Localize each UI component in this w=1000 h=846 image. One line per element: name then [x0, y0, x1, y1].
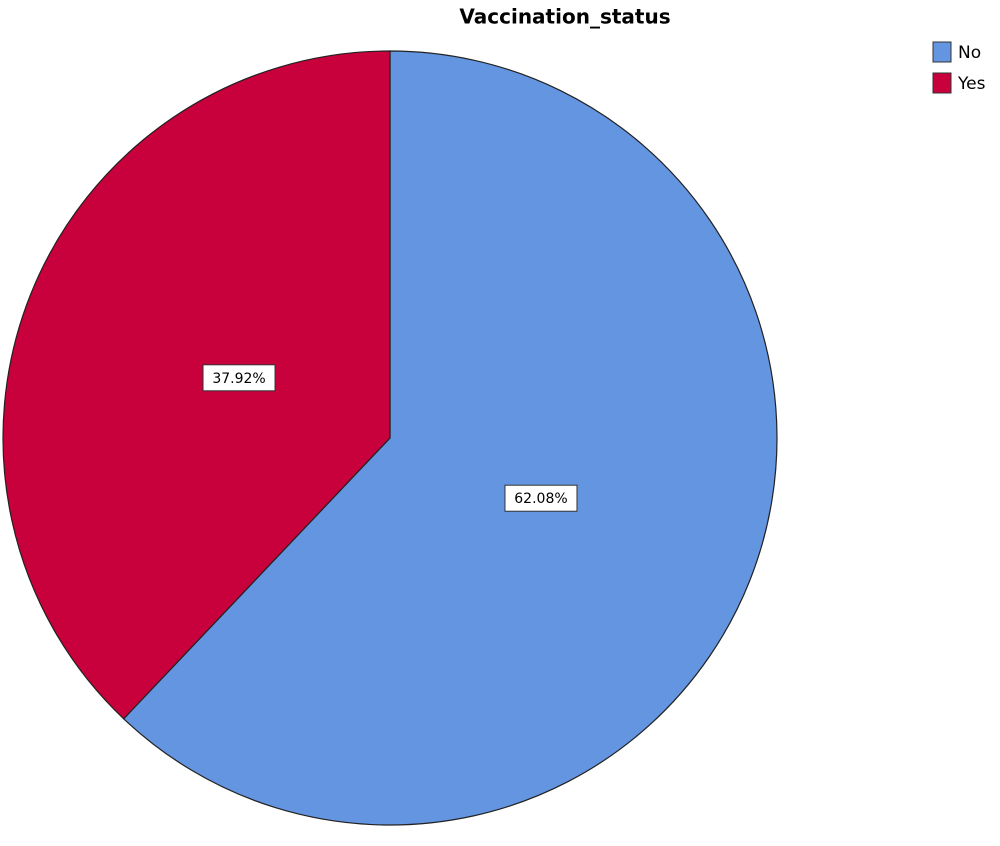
pie-slice	[2, 50, 391, 720]
value-label-box	[202, 364, 276, 392]
value-label-box	[504, 484, 578, 512]
chart-title: Vaccination_status	[459, 5, 670, 29]
value-label: 37.92%	[212, 371, 265, 387]
legend-label: Yes	[957, 74, 986, 94]
pie-slice	[122, 50, 778, 826]
legend-swatch	[932, 41, 952, 63]
legend-label: No	[958, 43, 981, 63]
value-label: 62.08%	[514, 491, 567, 507]
legend-swatch	[932, 72, 952, 94]
